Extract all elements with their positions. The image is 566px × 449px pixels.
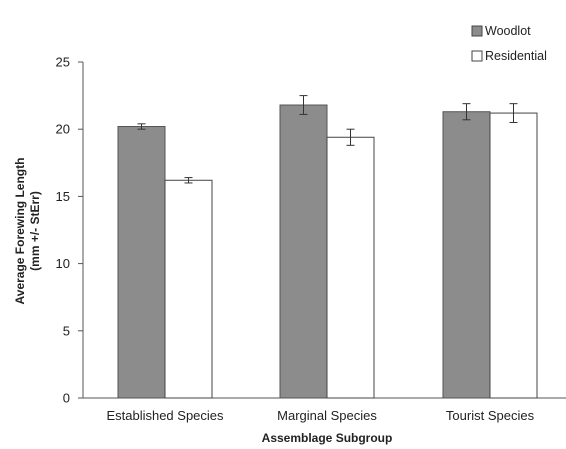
legend-swatch-residential [471, 50, 483, 62]
bar-woodlot-1 [279, 104, 328, 399]
y-tick-label: 0 [63, 391, 70, 406]
y-tick-label: 15 [56, 189, 70, 204]
x-tick-label: Tourist Species [446, 408, 535, 423]
legend: Woodlot Residential [471, 24, 547, 63]
bar-woodlot-0 [117, 126, 166, 399]
y-tick-label: 10 [56, 256, 70, 271]
y-tick-label: 25 [56, 55, 70, 70]
y-tick-label: 20 [56, 122, 70, 137]
y-axis-title-line-1: Average Forewing Length [13, 158, 27, 305]
bar-residential-1 [326, 136, 375, 399]
y-axis-title: Average Forewing Length (mm +/- StErr) [13, 158, 42, 305]
bar-residential-0 [164, 179, 213, 399]
legend-label-woodlot: Woodlot [485, 24, 531, 38]
y-axis-title-line-2: (mm +/- StErr) [28, 191, 42, 271]
legend-label-residential: Residential [485, 49, 547, 63]
legend-swatch-woodlot [471, 25, 483, 37]
x-tick-label: Marginal Species [277, 408, 377, 423]
bar-woodlot-2 [442, 111, 491, 399]
plot-area: 0 5 10 15 20 25 Established Species Marginal Sp… [56, 55, 566, 423]
x-axis-title: Assemblage Subgroup [262, 431, 393, 445]
x-tick-label: Established Species [106, 408, 224, 423]
bar-residential-2 [489, 112, 538, 399]
y-tick-label: 5 [63, 323, 70, 338]
